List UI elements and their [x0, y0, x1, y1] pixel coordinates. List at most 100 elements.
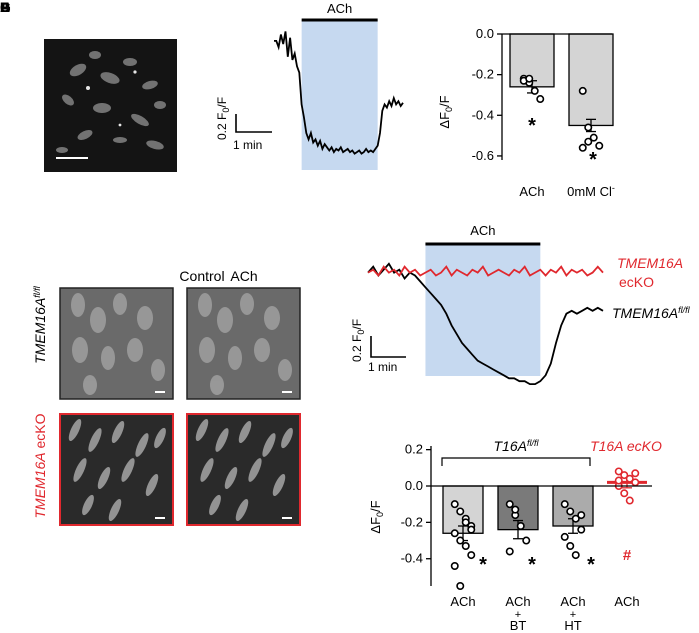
- category-label: ACh: [614, 594, 639, 609]
- y-tick-label: -0.4: [401, 551, 423, 566]
- image-fl-ach: [186, 287, 301, 400]
- significance-marker: #: [623, 547, 632, 564]
- y-tick-label: -0.2: [472, 67, 494, 82]
- data-point: [566, 541, 575, 550]
- data-point: [456, 581, 465, 590]
- data-point: [461, 518, 470, 527]
- data-point: [511, 505, 520, 514]
- data-point: [525, 74, 534, 83]
- ach-bar-label: ACh: [327, 1, 352, 16]
- data-point: [566, 507, 575, 516]
- data-point: [578, 143, 587, 152]
- panel-c-bar-chart: ΔF0/F 0.0-0.2-0.4-0.6 ** ACh 0mM Cl-: [437, 26, 615, 199]
- data-point: [560, 500, 569, 509]
- significance-marker: *: [528, 115, 536, 137]
- data-point: [536, 95, 545, 104]
- ach-shaded-window: [425, 244, 541, 376]
- y-tick-label: 0.0: [405, 478, 423, 493]
- data-point: [461, 541, 470, 550]
- image-ko-control: [59, 413, 174, 526]
- category-label: ACh: [450, 594, 475, 609]
- data-point: [620, 489, 629, 498]
- significance-marker: *: [589, 149, 597, 171]
- scale-bar-x-label: 1 min: [368, 360, 397, 374]
- y-axis-ticks: 0.2 0.0 -0.2 -0.4: [401, 442, 431, 566]
- data-point: [631, 478, 640, 487]
- panel-d-images: Control ACh TMEM16Afl/fl TMEM16A ecKO: [32, 268, 301, 526]
- data-point: [625, 496, 634, 505]
- significance-marker: *: [528, 554, 536, 576]
- category-label: HT: [564, 618, 581, 633]
- row-label-fl: TMEM16Afl/fl: [32, 285, 48, 364]
- fluorescence-trace: [274, 31, 404, 155]
- data-point: [560, 532, 569, 541]
- bars-and-points: **: [509, 33, 614, 171]
- y-tick-label: -0.2: [401, 514, 423, 529]
- legend-fl-fl: TMEM16Afl/fl: [612, 305, 691, 321]
- column-label-control: Control: [179, 268, 224, 284]
- category-label: ACh: [505, 594, 530, 609]
- significance-marker: *: [479, 554, 487, 576]
- image-fl-control: [59, 287, 174, 400]
- image-ko-ach: [186, 413, 301, 526]
- scale-bar-lines: [235, 114, 272, 133]
- data-point: [530, 86, 539, 95]
- panel-letter-d: D: [0, 0, 10, 15]
- panel-letter-c: C: [0, 0, 10, 15]
- y-axis-ticks: 0.0 -0.2 -0.4 -0.6: [472, 26, 502, 163]
- column-label-ach: ACh: [230, 268, 257, 284]
- data-point: [589, 133, 598, 142]
- panel-letter-f: F: [0, 0, 9, 15]
- scale-bar-y-label: 0.2 F0/F: [215, 97, 231, 140]
- data-point: [571, 551, 580, 560]
- ach-bar-label: ACh: [470, 223, 495, 238]
- group-label-ecko: T16A ecKO: [590, 438, 662, 454]
- panel-letter-g: G: [0, 0, 11, 15]
- data-point: [450, 500, 459, 509]
- scale-bar: 0.2 F0/F 1 min: [215, 97, 272, 152]
- trace-ecko: [367, 265, 604, 278]
- group-bracket: T16Afl/fl: [441, 438, 591, 466]
- data-point: [516, 521, 525, 530]
- bars-and-points: * * * #: [442, 467, 647, 590]
- data-point: [450, 529, 459, 538]
- y-tick-label: -0.4: [472, 107, 494, 122]
- category-label: +: [515, 609, 521, 621]
- legend-ecko-line2: ecKO: [619, 274, 654, 290]
- y-tick-label: -0.6: [472, 148, 494, 163]
- data-point: [450, 561, 459, 570]
- data-point: [631, 469, 640, 478]
- panel-letter-b: B: [0, 0, 10, 15]
- data-point: [577, 525, 586, 534]
- scale-bar-y-label: 0.2 F0/F: [350, 319, 366, 362]
- data-point: [522, 536, 531, 545]
- data-point: [456, 536, 465, 545]
- trace-fl-fl: [367, 262, 604, 385]
- panel-letter-a: A: [0, 0, 10, 15]
- scale-bar-x-label: 1 min: [233, 138, 262, 152]
- micrograph-bright-spots: [86, 70, 137, 127]
- ach-shaded-window: [301, 20, 378, 170]
- data-point: [467, 525, 476, 534]
- panel-b-trace: ACh 0.2 F0/F 1 min: [215, 1, 404, 170]
- group-label-fl: T16Afl/fl: [494, 438, 540, 454]
- row-label-ko: TMEM16A ecKO: [32, 413, 48, 518]
- data-point: [614, 467, 623, 476]
- bar: [568, 33, 614, 127]
- data-point: [505, 500, 514, 509]
- y-tick-label: 0.2: [405, 442, 423, 457]
- data-point: [577, 511, 586, 520]
- data-point: [620, 471, 629, 480]
- legend-ecko-line1: TMEM16A: [617, 255, 683, 271]
- data-point: [584, 137, 593, 146]
- data-point: [625, 474, 634, 483]
- category-label: +: [570, 609, 576, 621]
- panel-f-bar-chart: ΔF0/F 0.2 0.0 -0.2 -0.4 T16Afl/fl T16A ecKO…: [368, 438, 662, 633]
- panel-letters: A B C D E F G: [0, 0, 11, 15]
- y-tick-label: 0.0: [476, 26, 494, 41]
- category-label-0mm-cl: 0mM Cl-: [567, 183, 615, 199]
- data-point: [571, 514, 580, 523]
- data-point: [505, 547, 514, 556]
